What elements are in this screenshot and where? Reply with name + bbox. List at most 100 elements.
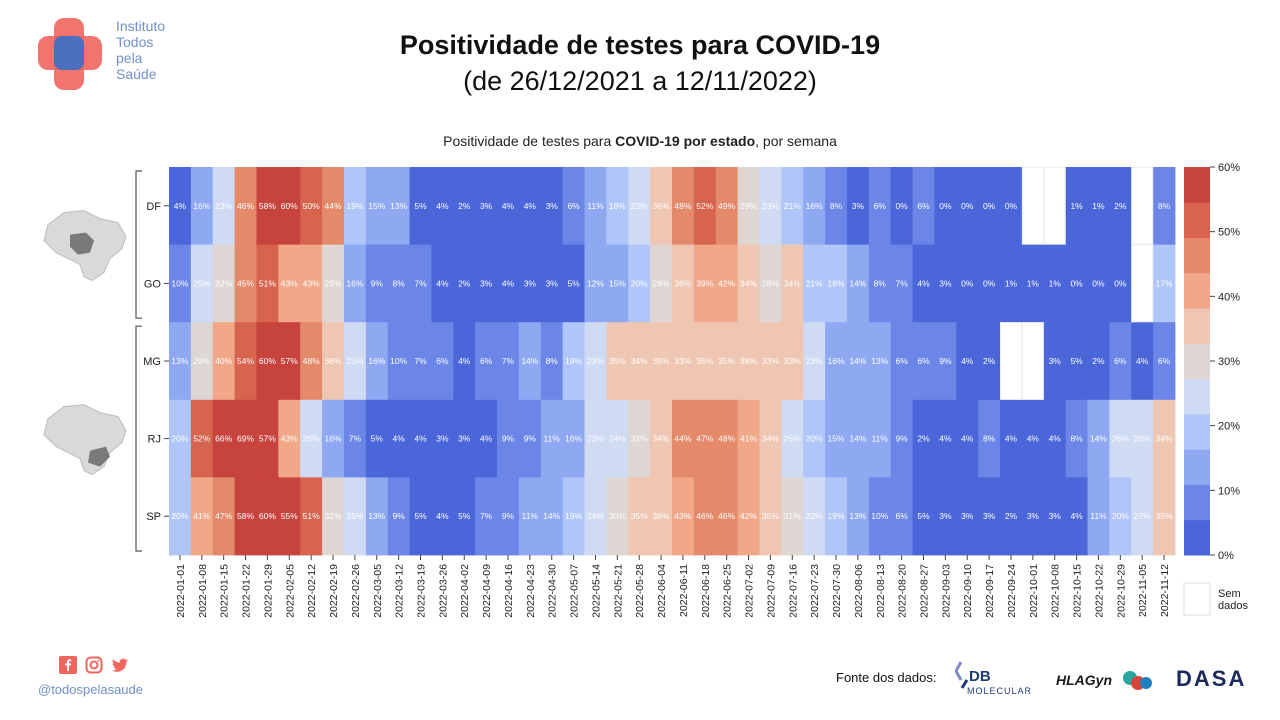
- column-label: 2022-08-27: [919, 564, 931, 618]
- heatmap-cell-missing: [1021, 167, 1044, 245]
- heatmap-cell-label: 32%: [631, 434, 648, 444]
- heatmap-cell-label: 42%: [740, 511, 757, 521]
- heatmap-cell-label: 6%: [567, 201, 580, 211]
- column-label: 2022-02-26: [350, 564, 362, 618]
- heatmap-cell-label: 14%: [849, 278, 866, 288]
- heatmap-cell: [1021, 399, 1045, 478]
- heatmap-cell: [1087, 244, 1110, 323]
- missing-border: [1021, 167, 1044, 245]
- heatmap-cell: [1153, 244, 1176, 323]
- heatmap-cell: [387, 477, 410, 556]
- column-label: 2022-08-20: [897, 564, 909, 618]
- heatmap-cell-label: 6%: [480, 356, 493, 366]
- heatmap-cell-label: 9%: [939, 356, 952, 366]
- heatmap-cell-label: 51%: [259, 278, 276, 288]
- heatmap-cell: [234, 399, 257, 478]
- heatmap-cell: [453, 477, 476, 556]
- heatmap-cell-label: 9%: [392, 511, 405, 521]
- heatmap-cell-label: 66%: [215, 434, 232, 444]
- heatmap-cell: [1131, 399, 1154, 478]
- heatmap-cell: [868, 322, 892, 401]
- column-label: 2022-06-25: [722, 564, 734, 618]
- heatmap-cell: [868, 477, 892, 556]
- heatmap-cell: [1065, 244, 1088, 323]
- heatmap-cell-label: 45%: [237, 278, 254, 288]
- heatmap-cell-label: 3%: [524, 278, 537, 288]
- social-handle[interactable]: @todospelasaude: [38, 682, 143, 697]
- heatmap-cell-label: 14%: [521, 356, 538, 366]
- heatmap-cell: [1065, 167, 1088, 245]
- heatmap-cell-label: 19%: [346, 201, 363, 211]
- heatmap-cell: [453, 244, 476, 323]
- heatmap-cell-label: 0%: [1005, 201, 1018, 211]
- heatmap-cell: [1000, 399, 1023, 478]
- heatmap-cell-label: 6%: [917, 201, 930, 211]
- twitter-icon[interactable]: [111, 656, 129, 674]
- partner-hlagyn-logo: HLAGyn: [1056, 662, 1160, 698]
- heatmap-cell-label: 3%: [458, 434, 471, 444]
- heatmap-cell: [1109, 167, 1132, 245]
- heatmap-cell: [650, 167, 673, 245]
- heatmap-cell: [234, 477, 257, 556]
- colorbar-segment: [1184, 167, 1210, 203]
- missing-data-label: Sem: [1218, 588, 1241, 600]
- heatmap-cell: [956, 167, 979, 245]
- heatmap-cell-label: 26%: [1112, 434, 1129, 444]
- heatmap-cell: [562, 399, 585, 478]
- heatmap-cell: [1000, 167, 1023, 245]
- heatmap-cell: [934, 399, 957, 478]
- heatmap-cell-label: 7%: [414, 278, 427, 288]
- heatmap-cell-label: 11%: [1090, 511, 1107, 521]
- heatmap-cell-label: 23%: [587, 434, 604, 444]
- heatmap-cell-label: 2%: [1092, 356, 1105, 366]
- heatmap-cell: [343, 322, 367, 401]
- heatmap-cell: [256, 322, 279, 401]
- heatmap-cell-label: 41%: [740, 434, 757, 444]
- heatmap-cell: [190, 477, 214, 556]
- column-label: 2022-10-29: [1115, 564, 1127, 618]
- heatmap-cell: [256, 167, 279, 245]
- heatmap-cell-label: 13%: [171, 356, 188, 366]
- heatmap-cell: [825, 322, 848, 401]
- heatmap-cell: [912, 477, 935, 556]
- heatmap-cell: [562, 244, 585, 323]
- heatmap-cell: [409, 322, 432, 401]
- heatmap-cell: [584, 477, 607, 556]
- heatmap-cell: [518, 399, 542, 478]
- heatmap-cell-label: 1%: [1092, 201, 1105, 211]
- heatmap-cell: [1043, 477, 1067, 556]
- heatmap-cell-label: 7%: [895, 278, 908, 288]
- heatmap-cell-label: 29%: [193, 356, 210, 366]
- heatmap-cell: [846, 322, 870, 401]
- column-label: 2022-06-11: [678, 564, 690, 617]
- heatmap-cell-label: 7%: [349, 434, 362, 444]
- heatmap-cell: [606, 244, 629, 323]
- heatmap-cell-missing: [1021, 322, 1044, 400]
- heatmap-cell-label: 46%: [718, 511, 735, 521]
- instagram-icon[interactable]: [85, 656, 103, 674]
- heatmap-cell: [256, 477, 279, 556]
- colorbar-segment: [1184, 237, 1210, 274]
- heatmap-cell-label: 4%: [458, 356, 471, 366]
- colorbar-segment: [1184, 484, 1210, 521]
- heatmap-cell: [672, 322, 695, 401]
- heatmap-cell-label: 2%: [917, 434, 930, 444]
- colorbar-tick-label: 50%: [1218, 227, 1240, 239]
- heatmap-cell: [212, 399, 236, 478]
- heatmap-cell-label: 10%: [871, 511, 888, 521]
- heatmap-cell: [781, 244, 804, 323]
- heatmap-cell: [300, 399, 323, 478]
- colorbar-segment: [1184, 343, 1210, 380]
- heatmap-cell-label: 60%: [281, 201, 298, 211]
- facebook-icon[interactable]: [59, 656, 77, 674]
- heatmap-cell: [322, 399, 345, 478]
- column-label: 2022-05-14: [590, 564, 602, 618]
- heatmap-cell: [759, 167, 782, 245]
- heatmap-cell-label: 48%: [674, 201, 691, 211]
- heatmap-cell-label: 24%: [609, 434, 626, 444]
- heatmap-cell: [387, 399, 410, 478]
- heatmap-cell-label: 52%: [696, 201, 713, 211]
- heatmap-cell-label: 19%: [828, 511, 845, 521]
- heatmap-cell: [1065, 399, 1088, 478]
- heatmap-cell: [1109, 477, 1132, 556]
